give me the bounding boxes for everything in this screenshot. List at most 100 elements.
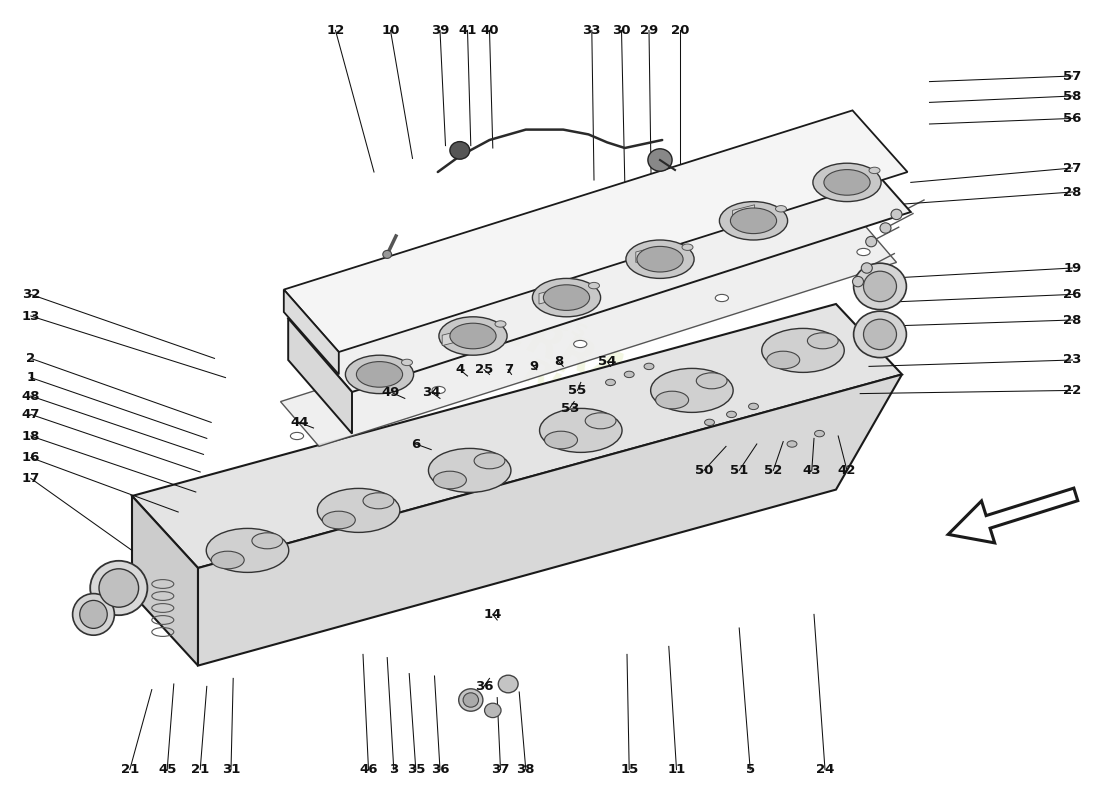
Ellipse shape <box>656 391 689 409</box>
Ellipse shape <box>585 413 616 429</box>
Ellipse shape <box>450 323 496 349</box>
Text: 36: 36 <box>475 680 493 693</box>
Text: 51: 51 <box>730 464 748 477</box>
Ellipse shape <box>648 149 672 171</box>
Ellipse shape <box>854 263 906 310</box>
Ellipse shape <box>813 163 881 202</box>
Text: 32: 32 <box>22 288 40 301</box>
Ellipse shape <box>432 386 446 394</box>
Ellipse shape <box>861 262 872 274</box>
Text: 53: 53 <box>561 402 579 414</box>
Text: 16: 16 <box>22 451 40 464</box>
Ellipse shape <box>211 551 244 569</box>
Ellipse shape <box>532 278 601 317</box>
Text: 2: 2 <box>26 352 35 365</box>
Text: 44: 44 <box>290 416 308 429</box>
Ellipse shape <box>459 689 483 711</box>
Text: 1985: 1985 <box>630 401 712 455</box>
Ellipse shape <box>854 311 906 358</box>
Ellipse shape <box>498 675 518 693</box>
Text: 54: 54 <box>598 355 616 368</box>
Text: 3: 3 <box>389 763 398 776</box>
Ellipse shape <box>824 170 870 195</box>
Text: 38: 38 <box>517 763 535 776</box>
Ellipse shape <box>682 244 693 250</box>
Ellipse shape <box>463 693 478 707</box>
Text: 27: 27 <box>1064 162 1081 174</box>
Ellipse shape <box>869 167 880 174</box>
Ellipse shape <box>624 371 634 378</box>
Text: 37: 37 <box>492 763 509 776</box>
Text: 8: 8 <box>554 355 563 368</box>
Ellipse shape <box>356 362 403 387</box>
Ellipse shape <box>866 237 877 247</box>
Ellipse shape <box>433 471 466 489</box>
Text: 21: 21 <box>191 763 209 776</box>
Ellipse shape <box>626 240 694 278</box>
Ellipse shape <box>484 703 502 718</box>
Ellipse shape <box>719 202 788 240</box>
Text: 28: 28 <box>1064 314 1081 326</box>
Ellipse shape <box>637 246 683 272</box>
Text: 6: 6 <box>411 438 420 450</box>
Ellipse shape <box>73 594 114 635</box>
Ellipse shape <box>651 368 733 413</box>
Polygon shape <box>198 374 902 666</box>
Text: 41: 41 <box>459 24 476 37</box>
Text: 56: 56 <box>1064 112 1081 125</box>
Text: FERRARI: FERRARI <box>464 296 680 416</box>
Ellipse shape <box>730 208 777 234</box>
Ellipse shape <box>290 432 304 440</box>
Ellipse shape <box>429 448 510 492</box>
Text: 7: 7 <box>504 363 513 376</box>
Text: 14: 14 <box>484 608 502 621</box>
Ellipse shape <box>704 419 715 426</box>
Text: 23: 23 <box>1064 354 1081 366</box>
Text: 47: 47 <box>22 408 40 421</box>
Ellipse shape <box>726 411 737 418</box>
Ellipse shape <box>864 271 896 302</box>
Polygon shape <box>288 318 352 434</box>
Text: 11: 11 <box>668 763 685 776</box>
Ellipse shape <box>767 351 800 369</box>
Polygon shape <box>442 330 464 346</box>
Text: 55: 55 <box>569 384 586 397</box>
Text: 1: 1 <box>26 371 35 384</box>
Text: 22: 22 <box>1064 384 1081 397</box>
Text: 48: 48 <box>22 390 40 402</box>
Ellipse shape <box>252 533 283 549</box>
Text: 33: 33 <box>583 24 601 37</box>
Polygon shape <box>132 496 198 666</box>
Polygon shape <box>288 140 911 392</box>
Ellipse shape <box>644 363 653 370</box>
Text: 12: 12 <box>327 24 344 37</box>
Ellipse shape <box>383 250 392 258</box>
Text: 9: 9 <box>529 360 538 373</box>
Ellipse shape <box>776 206 786 212</box>
Text: 36: 36 <box>431 763 449 776</box>
Text: 42: 42 <box>838 464 856 477</box>
Text: 40: 40 <box>481 24 498 37</box>
Ellipse shape <box>761 328 845 373</box>
Ellipse shape <box>696 373 727 389</box>
Ellipse shape <box>495 321 506 327</box>
Text: 35: 35 <box>407 763 425 776</box>
Ellipse shape <box>318 488 400 532</box>
Text: 21: 21 <box>121 763 139 776</box>
Text: 29: 29 <box>640 24 658 37</box>
Ellipse shape <box>474 453 505 469</box>
Polygon shape <box>132 304 902 568</box>
Text: 19: 19 <box>1064 262 1081 274</box>
Text: princes: princes <box>486 283 592 344</box>
Text: 45: 45 <box>158 763 176 776</box>
Ellipse shape <box>544 431 578 449</box>
Ellipse shape <box>207 528 288 572</box>
Text: 46: 46 <box>360 763 377 776</box>
Text: 4: 4 <box>455 363 464 376</box>
Ellipse shape <box>814 430 825 437</box>
Ellipse shape <box>79 600 108 629</box>
Text: 10: 10 <box>382 24 399 37</box>
Ellipse shape <box>749 403 759 410</box>
Ellipse shape <box>322 511 355 529</box>
Text: 57: 57 <box>1064 70 1081 82</box>
